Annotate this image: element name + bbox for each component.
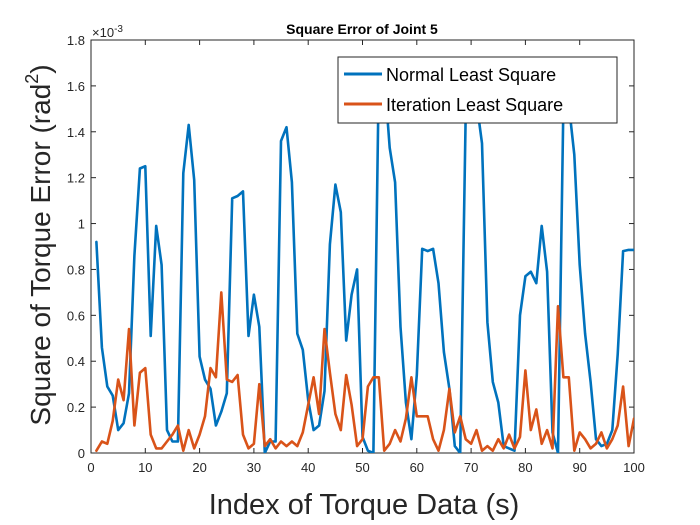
x-tick-label: 40: [301, 460, 315, 475]
y-tick-label: 1.8: [67, 33, 85, 48]
series-line-iteration-least-square: [95, 291, 634, 453]
y-tick-label: 0.4: [67, 354, 85, 369]
x-tick-label: 80: [518, 460, 532, 475]
series-group: [95, 73, 634, 453]
y-tick-label: 0.2: [67, 400, 85, 415]
x-tick-label: 60: [410, 460, 424, 475]
y-axis-label: Square of Torque Error (rad2): [22, 64, 56, 425]
legend-label-normal: Normal Least Square: [386, 65, 556, 85]
x-axis-label: Index of Torque Data (s): [209, 489, 520, 521]
series-line-normal-least-square: [95, 73, 634, 453]
y-axis-label-main: Square of Torque Error (rad: [25, 84, 56, 426]
y-axis-label-superscript: 2: [22, 74, 42, 84]
legend: Normal Least Square Iteration Least Squa…: [337, 56, 618, 124]
legend-label-iteration: Iteration Least Square: [386, 95, 563, 115]
x-tick-label: 0: [87, 460, 94, 475]
y-tick-label: 1: [78, 217, 85, 232]
y-axis: 0 0.2 0.4 0.6 0.8 1 1.2 1.4 1.6 1.8: [67, 33, 634, 461]
y-exponent-label: ×10-3: [92, 24, 123, 40]
legend-box: [337, 56, 618, 124]
x-axis: 0 10 20 30 40 50 60 70 80 90 100: [87, 40, 645, 475]
y-tick-label: 1.2: [67, 171, 85, 186]
x-tick-label: 70: [464, 460, 478, 475]
y-axis-label-close: ): [25, 64, 56, 73]
y-tick-label: 0.6: [67, 308, 85, 323]
x-tick-label: 20: [192, 460, 206, 475]
x-tick-label: 90: [572, 460, 586, 475]
y-exponent-base: ×10: [92, 25, 114, 40]
x-tick-label: 100: [623, 460, 645, 475]
y-tick-label: 1.6: [67, 79, 85, 94]
x-tick-label: 30: [247, 460, 261, 475]
y-tick-label: 0: [78, 446, 85, 461]
x-tick-label: 10: [138, 460, 152, 475]
chart-title: Square Error of Joint 5: [286, 21, 438, 37]
x-tick-label: 50: [355, 460, 369, 475]
y-exponent-power: -3: [114, 24, 123, 35]
y-tick-label: 0.8: [67, 262, 85, 277]
y-tick-label: 1.4: [67, 125, 85, 140]
